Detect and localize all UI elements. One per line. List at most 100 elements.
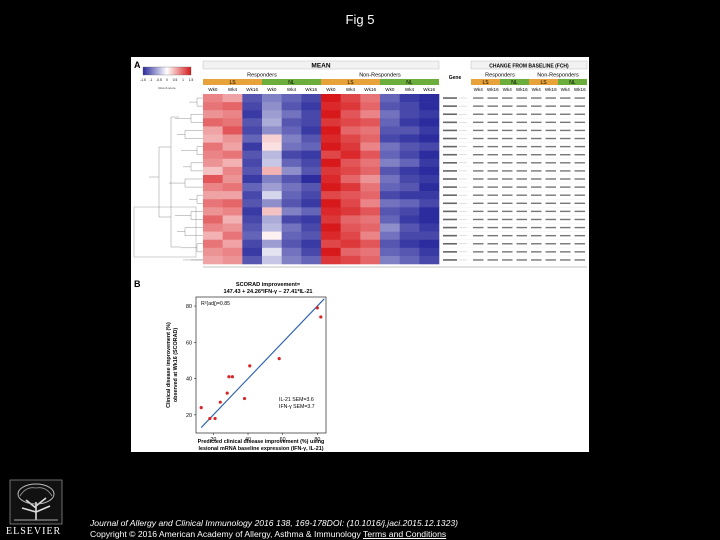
fch-value-mark [516, 121, 527, 124]
heatmap-cell [301, 239, 322, 249]
fch-value-mark [574, 259, 585, 261]
data-point [319, 315, 323, 319]
heatmap-cell [380, 142, 400, 151]
heatmap-cell [301, 255, 322, 265]
heatmap-cell [419, 183, 440, 192]
heatmap-cell [380, 110, 400, 119]
fch-value-mark [574, 234, 585, 237]
heatmap-cell [380, 199, 400, 208]
heatmap-cell [419, 94, 440, 103]
fch-value-mark [545, 194, 556, 196]
gene-name-mark [443, 210, 457, 213]
week-label: Wk16 [364, 87, 376, 92]
fch-value-mark [516, 234, 527, 237]
fch-value-mark [574, 170, 585, 172]
heatmap-cell [360, 94, 381, 103]
row-dendrogram [149, 97, 203, 261]
heatmap-cell [262, 207, 282, 216]
fch-value-mark [560, 259, 571, 261]
fch-value-mark [487, 226, 498, 229]
heatmap-cell [301, 183, 322, 192]
heatmap-cell [203, 247, 223, 257]
heatmap-cell [360, 183, 381, 192]
subgroup-label: NL [288, 80, 295, 86]
heatmap-cell [262, 118, 282, 127]
heatmap-cell [380, 94, 400, 103]
fch-value-mark [574, 137, 585, 140]
fch-value-mark [560, 234, 571, 237]
heatmap-cell [301, 191, 322, 200]
heatmap-cell [301, 150, 322, 160]
fch-value-mark [545, 234, 556, 237]
heatmap-cell [321, 231, 341, 241]
heatmap-cell [360, 255, 381, 265]
subgroup-headers: LS NL LS NL LS NL LS NL [203, 79, 587, 86]
week-label: Wk0 [267, 87, 277, 92]
fch-value-mark [473, 234, 484, 237]
heatmap-cell [419, 158, 440, 168]
heatmap-cell [360, 126, 381, 135]
heatmap-cell [340, 102, 361, 111]
fch-value-mark [473, 162, 484, 164]
heatmap-cell [419, 110, 440, 119]
heatmap-cell [262, 174, 282, 184]
nl-band [500, 79, 529, 85]
heatmap-cell [281, 247, 302, 257]
gene-name-mark [443, 113, 457, 116]
heatmap-cell [242, 207, 263, 216]
heatmap-cell [281, 142, 302, 151]
fch-value-mark [531, 129, 542, 132]
color-scale-tick: -1.5 [140, 78, 146, 82]
heatmap-cell [203, 158, 223, 168]
heatmap-cell [321, 215, 341, 224]
heatmap-cell [340, 166, 361, 176]
heatmap-cell [419, 223, 440, 232]
terms-and-conditions-link[interactable]: Terms and Conditions [363, 529, 447, 539]
heatmap-cell [399, 223, 420, 232]
heatmap-cell [281, 102, 302, 111]
heatmap-cell [380, 191, 400, 200]
fch-value-mark [473, 121, 484, 124]
subgroup-label: LS [347, 80, 354, 86]
heatmap-cell [203, 110, 223, 119]
fch-value-mark [545, 113, 556, 115]
x-axis-label-line2: lesional mRNA baseline expression (IFN-γ… [198, 446, 323, 452]
heatmap-cell [222, 247, 243, 257]
ls-band [471, 79, 500, 85]
fch-value-mark [516, 218, 527, 221]
heatmap-cell [321, 239, 341, 249]
heatmap-cell [340, 191, 361, 200]
week-label: Wk0 [326, 87, 336, 92]
heatmap-cell [340, 110, 361, 119]
color-scale-caption: Row Z-score [158, 86, 175, 90]
heatmap-cell [399, 231, 420, 241]
heatmap-cell [321, 142, 341, 151]
heatmap-cell [222, 110, 243, 119]
gene-name-mark [443, 97, 457, 99]
heatmap-cell [301, 142, 322, 151]
heatmap-cell [242, 174, 263, 184]
copyright-line: Copyright © 2016 American Academy of All… [90, 529, 446, 539]
heatmap-cell [262, 247, 282, 257]
fch-value-mark [473, 202, 484, 204]
fch-value-mark [531, 137, 542, 140]
heatmap-cell [360, 142, 381, 151]
heatmap-cell [340, 239, 361, 249]
copyright-text: Copyright © 2016 American Academy of All… [90, 529, 364, 539]
heatmap-cell [419, 247, 440, 257]
nl-band [262, 79, 321, 85]
week-label: Wk16 [574, 87, 586, 92]
heatmap-cell [399, 94, 420, 103]
fch-value-mark [545, 218, 556, 221]
heatmap-cell [222, 126, 243, 135]
heatmap-cell [380, 102, 400, 111]
heatmap-cell [281, 110, 302, 119]
fch-value-mark [574, 218, 585, 221]
heatmap-cell [360, 110, 381, 119]
heatmap-cell [340, 142, 361, 151]
heatmap-cell [399, 118, 420, 127]
fch-value-mark [531, 234, 542, 237]
data-point [227, 375, 231, 379]
heatmap-cell [203, 255, 223, 265]
heatmap-cell [281, 118, 302, 127]
